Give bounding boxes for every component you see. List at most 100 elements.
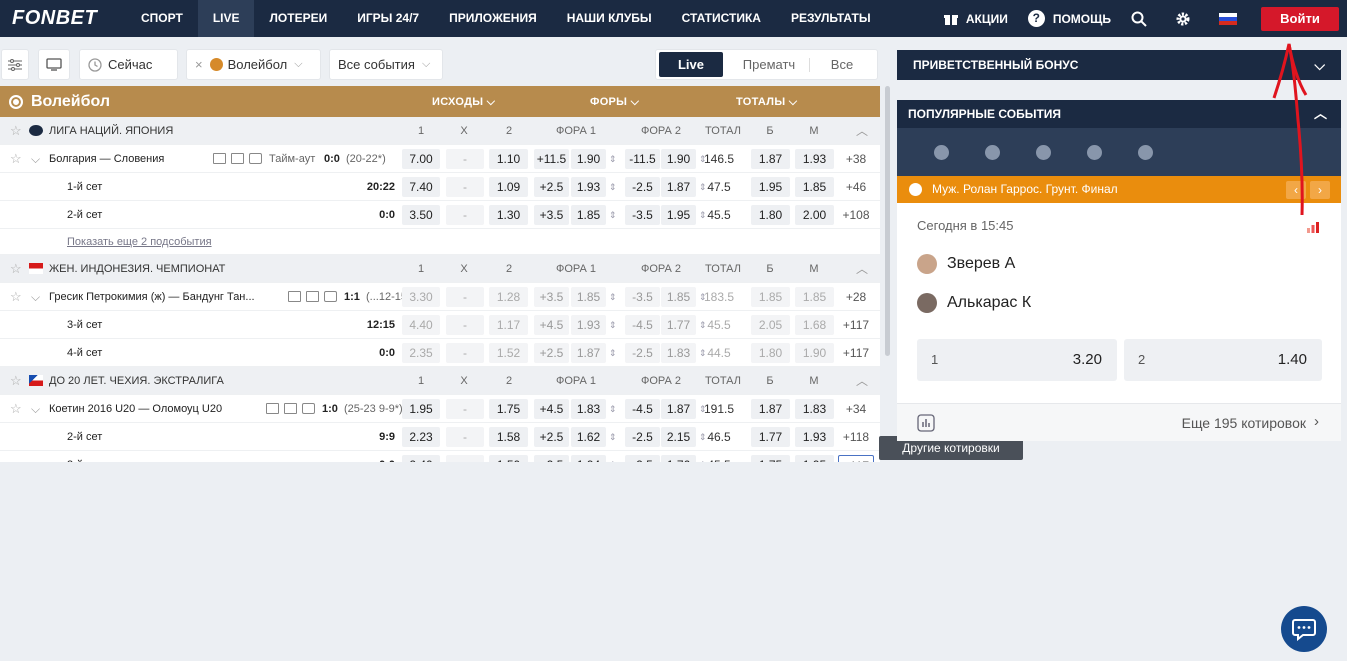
chevron-up-icon[interactable]: ︿ xyxy=(856,262,869,276)
odd-cell[interactable]: 1.90 xyxy=(661,149,696,169)
event-teams[interactable]: Болгария — Словения xyxy=(49,153,165,165)
odd-cell[interactable]: 3.50 xyxy=(402,205,440,225)
nav-sport[interactable]: СПОРТ xyxy=(141,11,183,25)
basketball-icon[interactable] xyxy=(1087,144,1102,160)
odd-cell[interactable]: 1.87 xyxy=(751,149,790,169)
odd-cell[interactable]: 1.85 xyxy=(571,205,606,225)
updown-icon[interactable]: ⇕ xyxy=(609,292,617,302)
updown-icon[interactable]: ⇕ xyxy=(699,404,707,414)
league-row[interactable]: ☆ ЛИГА НАЦИЙ. ЯПОНИЯ 1 X 2 ФОРА 1 ФОРА 2 ТОТАЛ Б… xyxy=(0,117,880,145)
updown-icon[interactable]: ⇕ xyxy=(699,451,707,462)
col-handicaps[interactable]: ФОРЫ ⌵ xyxy=(590,96,640,108)
odd-cell[interactable]: 1.09 xyxy=(489,177,528,197)
updown-icon[interactable]: ⇕ xyxy=(609,154,617,164)
more-odds-count[interactable]: +118 xyxy=(842,430,870,444)
event-teams[interactable]: Коетин 2016 U20 — Оломоуц U20 xyxy=(49,403,223,415)
odd-cell[interactable]: 1.68 xyxy=(795,315,834,335)
odd-cell[interactable]: 1.28 xyxy=(489,287,528,307)
popular-events-header[interactable]: ПОПУЛЯРНЫЕ СОБЫТИЯ ︿ xyxy=(897,100,1341,128)
more-odds-count[interactable]: +38 xyxy=(845,152,867,166)
more-odds-count[interactable]: +46 xyxy=(845,180,867,194)
odd-cell[interactable]: 1.93 xyxy=(795,427,834,447)
updown-icon[interactable]: ⇕ xyxy=(699,210,707,220)
subevent-name[interactable]: 4-й сет xyxy=(67,347,103,359)
updown-icon[interactable]: ⇕ xyxy=(699,292,707,302)
scrollbar[interactable] xyxy=(885,86,890,356)
nav-lotteries[interactable]: ЛОТЕРЕИ xyxy=(269,11,328,25)
stats-icon[interactable] xyxy=(302,403,315,414)
nav-live[interactable]: LIVE xyxy=(197,0,255,37)
updown-icon[interactable]: ⇕ xyxy=(699,320,707,330)
odd-cell[interactable]: 1.85 xyxy=(751,287,790,307)
tv-filter-button[interactable] xyxy=(38,49,70,80)
chevron-down-icon[interactable]: ⌵ xyxy=(31,402,41,416)
updown-icon[interactable]: ⇕ xyxy=(609,182,617,192)
subevent-row[interactable]: 4-й сет 0:0 2.35-1.52 +2.5 1.87 ⇕ -2.5 1.83 ⇕ 44.… xyxy=(0,339,880,367)
chevron-up-icon[interactable]: ︿ xyxy=(856,374,869,388)
odd-cell[interactable]: 1.30 xyxy=(489,205,528,225)
odd-cell[interactable]: 2.35 xyxy=(402,343,440,363)
odd-cell[interactable]: 1.93 xyxy=(571,315,606,335)
updown-icon[interactable]: ⇕ xyxy=(699,154,707,164)
featured-event-bar[interactable]: Муж. Ролан Гаррос. Грунт. Финал ‹ › xyxy=(897,176,1341,203)
promo-link[interactable]: АКЦИИ xyxy=(943,12,1008,26)
events-filter[interactable]: Все события ⌵ xyxy=(329,49,443,80)
odd-cell[interactable]: 1.85 xyxy=(795,177,834,197)
odd-cell[interactable]: 1.52 xyxy=(489,343,528,363)
updown-icon[interactable]: ⇕ xyxy=(609,210,617,220)
odd-cell[interactable]: 1.93 xyxy=(795,149,834,169)
odd-cell[interactable]: 1.85 xyxy=(795,287,834,307)
odd-button-1[interactable]: 1 3.20 xyxy=(917,339,1117,381)
next-arrow-icon[interactable]: › xyxy=(1310,181,1330,199)
tab-all[interactable]: Все xyxy=(830,57,854,72)
odd-cell[interactable]: 1.95 xyxy=(402,399,440,419)
odd-cell[interactable]: 1.10 xyxy=(489,149,528,169)
event-row[interactable]: ☆ ⌵ Гресик Петрокимия (ж) — Бандунг Тан...… xyxy=(0,283,880,311)
tab-prematch[interactable]: Прематч xyxy=(742,57,796,72)
nav-results[interactable]: РЕЗУЛЬТАТЫ xyxy=(790,11,871,25)
odd-cell[interactable]: 2.40 xyxy=(402,455,440,462)
odd-cell[interactable]: 1.90 xyxy=(571,149,606,169)
odd-cell[interactable]: 1.83 xyxy=(571,399,606,419)
tennis-icon[interactable] xyxy=(1036,144,1051,160)
updown-icon[interactable]: ⇕ xyxy=(609,432,617,442)
updown-icon[interactable]: ⇕ xyxy=(699,348,707,358)
odd-cell[interactable]: 1.80 xyxy=(751,343,790,363)
login-button[interactable]: Войти xyxy=(1261,6,1339,31)
event-row[interactable]: ☆ ⌵ Коетин 2016 U20 — Оломоуц U20 1:0 (25-23… xyxy=(0,395,880,423)
football-icon[interactable] xyxy=(934,144,949,160)
nav-clubs[interactable]: НАШИ КЛУБЫ xyxy=(566,11,652,25)
event-teams[interactable]: Гресик Петрокимия (ж) — Бандунг Тан... xyxy=(49,291,255,303)
odd-cell[interactable]: 1.17 xyxy=(489,315,528,335)
odd-cell[interactable]: 1.83 xyxy=(795,399,834,419)
chevron-down-icon[interactable]: ⌵ xyxy=(31,152,41,166)
star-icon[interactable]: ☆ xyxy=(10,123,22,138)
odd-cell[interactable]: 1.94 xyxy=(571,455,606,462)
chevron-down-icon[interactable]: ⌵ xyxy=(31,290,41,304)
language-flag-icon[interactable] xyxy=(1219,12,1237,25)
odd-cell[interactable]: 1.62 xyxy=(571,427,606,447)
help-link[interactable]: ? ПОМОЩЬ xyxy=(1027,10,1111,27)
chat-button[interactable] xyxy=(1281,606,1327,652)
odd-cell[interactable]: 1.87 xyxy=(571,343,606,363)
rugby-icon[interactable] xyxy=(985,144,1000,160)
odd-cell[interactable]: 1.58 xyxy=(489,427,528,447)
odd-cell[interactable]: 2.05 xyxy=(751,315,790,335)
odd-cell[interactable]: 1.93 xyxy=(571,177,606,197)
more-odds-bar[interactable]: Еще 195 котировок › xyxy=(897,403,1341,441)
odd-cell[interactable]: 1.95 xyxy=(661,205,696,225)
odd-cell[interactable]: 1.77 xyxy=(661,315,696,335)
scoreboard-icon[interactable] xyxy=(284,403,297,414)
odd-button-2[interactable]: 2 1.40 xyxy=(1124,339,1322,381)
star-icon[interactable]: ☆ xyxy=(10,151,22,166)
search-icon[interactable] xyxy=(1131,11,1147,27)
star-icon[interactable]: ☆ xyxy=(10,401,22,416)
star-icon[interactable]: ☆ xyxy=(10,289,22,304)
close-icon[interactable]: × xyxy=(195,57,203,72)
stats-icon[interactable] xyxy=(324,291,337,302)
odd-cell[interactable]: 1.75 xyxy=(751,455,790,462)
odd-cell[interactable]: 3.30 xyxy=(402,287,440,307)
stats-icon[interactable] xyxy=(917,414,935,432)
odd-cell[interactable]: 1.80 xyxy=(751,205,790,225)
odd-cell[interactable]: 7.40 xyxy=(402,177,440,197)
